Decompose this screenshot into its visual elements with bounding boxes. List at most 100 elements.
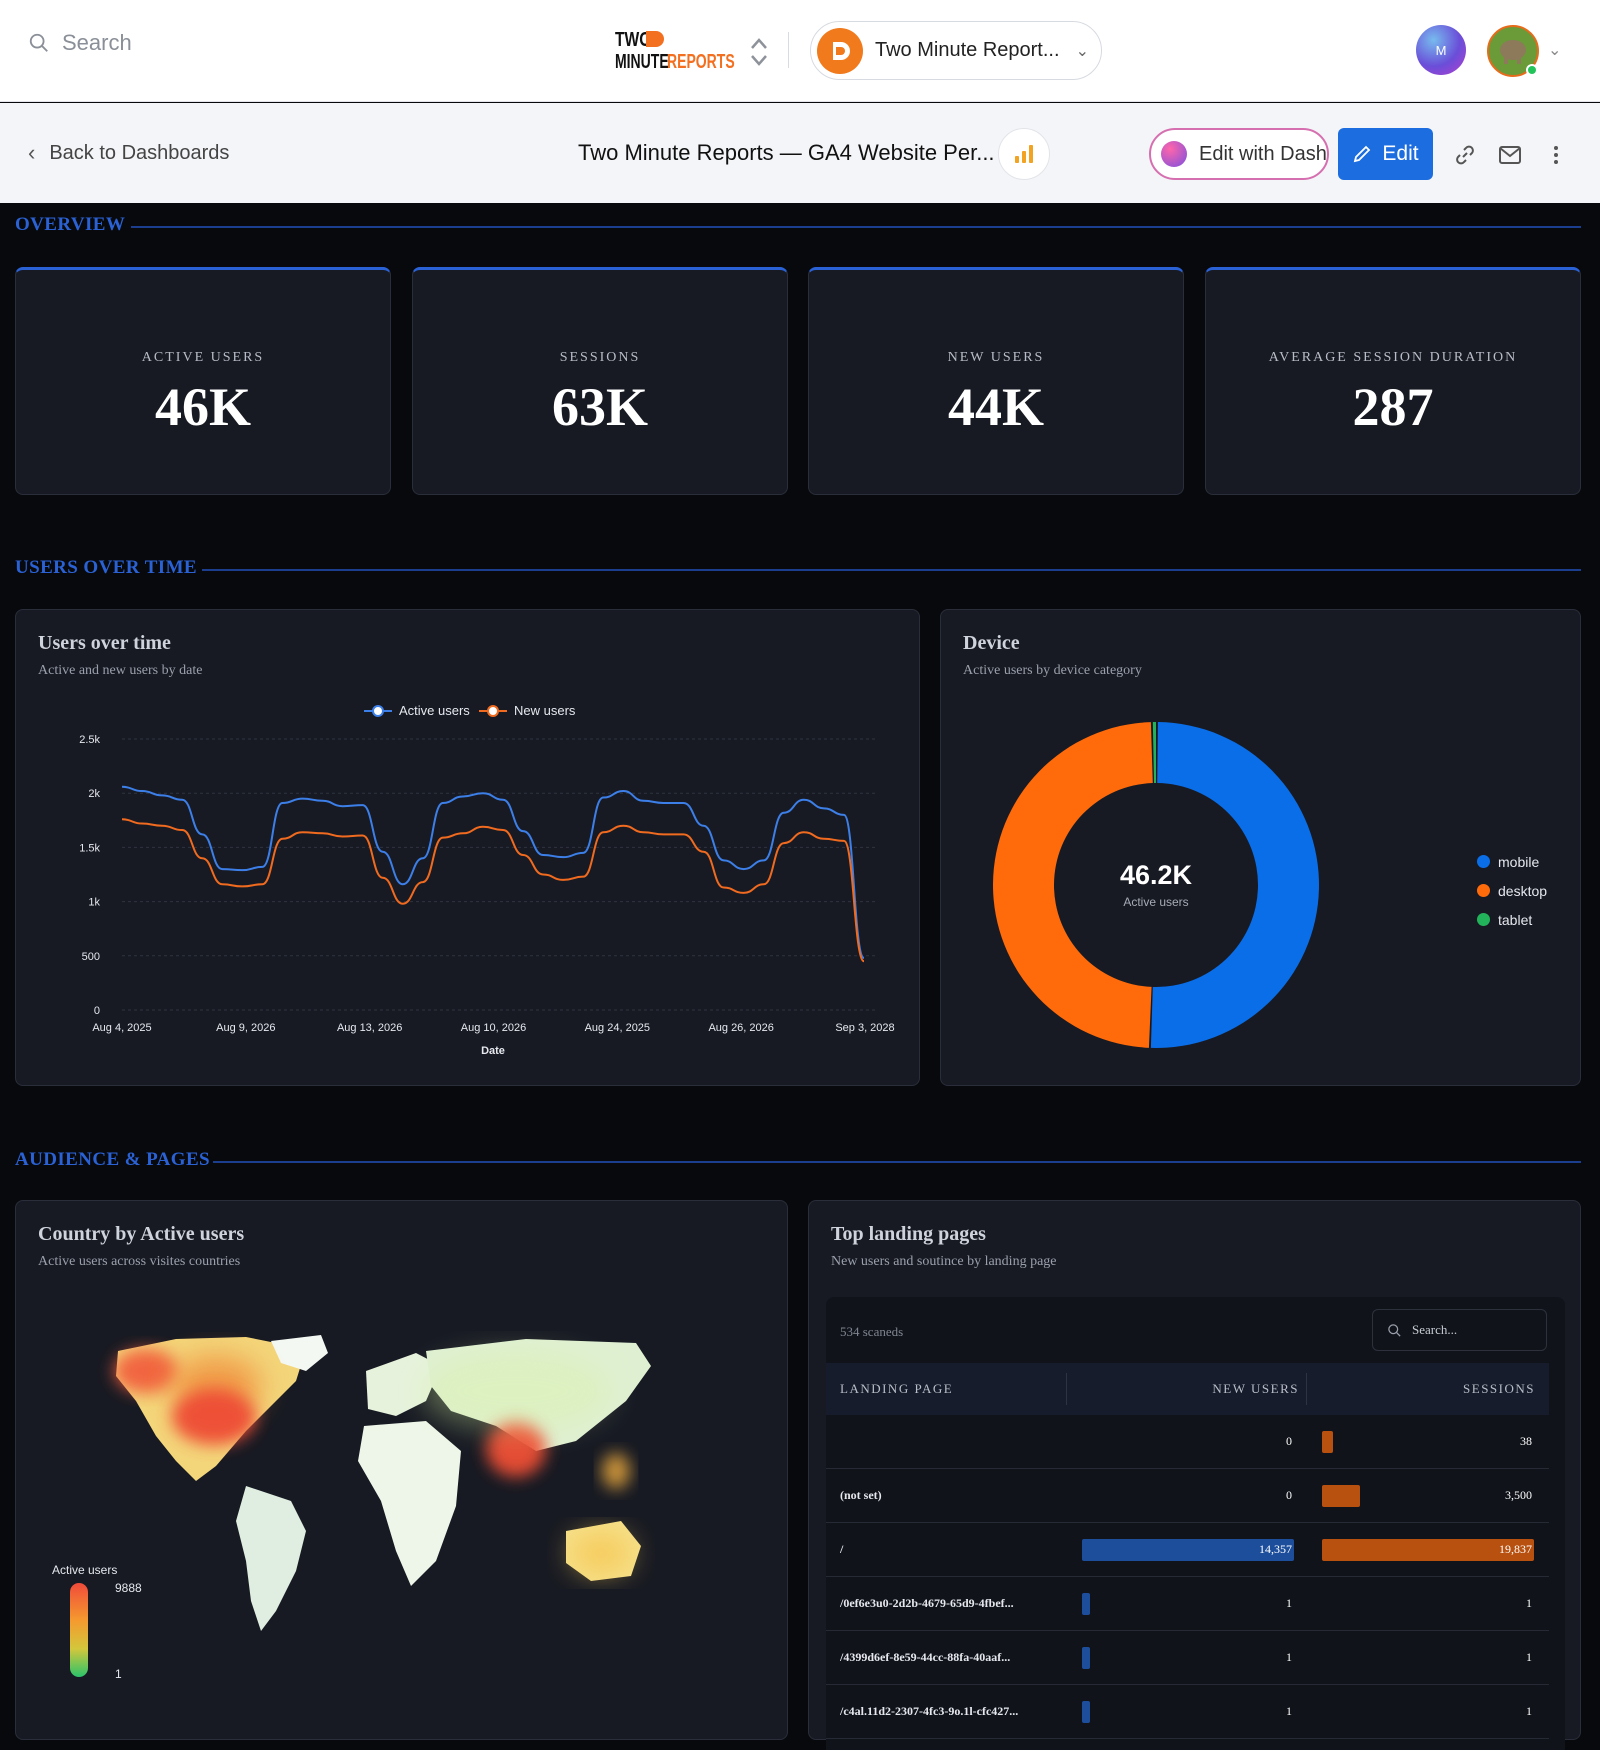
sessions-bar [1322,1539,1534,1561]
series-line-active-users [121,785,865,959]
section-divider [213,1161,1581,1163]
donut-slice-desktop [993,722,1153,1048]
y-tick-label: 1.5k [79,842,100,854]
users-line-chart: 0 500 1k 1.5k 2k 2.5k Aug 4, 2025 Aug 9, 2026 Au… [79,734,894,1057]
donut-slice-mobile [1150,722,1320,1048]
legend-item-new-users[interactable]: New users [479,703,575,718]
workspace-logo-icon [817,27,863,74]
edit-label: Edit [1382,142,1419,165]
brand-orange-mark [646,31,664,47]
y-tick-label: 2.5k [79,734,100,746]
sessions-cell: 19,837 [1499,1542,1532,1556]
chevron-down-icon[interactable]: ⌄ [1548,42,1562,59]
chart-subtitle: New users and soutince by landing page [831,1254,1057,1269]
landing-pages-table: 534 scaneds Search... LANDING PAGE NEW U… [826,1297,1565,1750]
landing-page-cell: / [840,1542,844,1556]
search-box[interactable]: Search [28,30,132,56]
link-icon[interactable] [1453,143,1477,167]
mail-icon[interactable] [1498,144,1522,166]
updown-chevron-icon[interactable] [748,34,770,70]
table-row[interactable]: /0ef6e3u0-2d2b-4679-65d9-4fbef... 1 1 [826,1577,1549,1631]
column-header-sessions[interactable]: SESSIONS [1463,1381,1535,1396]
landing-page-cell: /c4al.11d2-2307-4fc3-9o.1l-cfc427... [840,1704,1019,1718]
column-divider [1066,1373,1067,1405]
section-divider [131,226,1581,228]
new-users-cell: 1 [1286,1704,1292,1718]
legend-item-mobile[interactable]: mobile [1477,847,1547,876]
table-row[interactable]: /4399d6ef-8e59-44cc-88fa-40aaf... 1 1 [826,1631,1549,1685]
top-bar: Search TWO MINUTE REPORTS Two Minute Rep… [0,0,1600,102]
column-header-new-users[interactable]: NEW USERS [1212,1381,1299,1396]
europe-shape [366,1353,441,1416]
map-legend-title: Active users [52,1563,118,1577]
back-to-dashboards-link[interactable]: ‹ Back to Dashboards [28,140,229,166]
x-axis-label: Date [481,1045,505,1057]
table-row[interactable]: 0 38 [826,1415,1549,1469]
x-tick-label: Aug 4, 2025 [92,1022,151,1034]
legend-item-desktop[interactable]: desktop [1477,876,1547,905]
world-heatmap[interactable] [96,1331,736,1651]
new-users-bar [1082,1593,1091,1615]
africa-shape [358,1421,461,1586]
sessions-bar [1322,1431,1333,1453]
device-donut-chart [993,722,1320,1048]
edit-button[interactable]: Edit [1338,128,1433,180]
new-users-bar [1082,1701,1091,1723]
dash-assistant-icon [1161,141,1187,167]
kpi-card-new-users: NEW USERS 44K [808,267,1184,495]
pencil-icon [1354,145,1371,163]
x-tick-label: Sep 3, 2028 [835,1022,894,1034]
kpi-label: AVERAGE SESSION DURATION [1268,350,1518,365]
search-icon [1388,1323,1401,1337]
legend-label: New users [514,703,576,718]
x-tick-label: Aug 26, 2026 [708,1022,773,1034]
divider [788,32,789,68]
table-row[interactable]: / 14,357 19,837 [826,1523,1549,1577]
map-legend-max: 9888 [115,1581,142,1595]
search-placeholder: Search... [1412,1322,1458,1337]
kpi-card-active-users: ACTIVE USERS 46K [15,267,391,495]
series-line-new-users [121,818,865,963]
brand-logo[interactable]: TWO MINUTE REPORTS [613,28,735,76]
column-header-landing-page[interactable]: LANDING PAGE [840,1381,954,1396]
kpi-value: 63K [551,377,648,437]
chart-subtitle: Active users by device category [963,663,1142,678]
chart-title: Top landing pages [831,1223,986,1245]
workspace-selector[interactable]: Two Minute Report... ⌄ [810,21,1102,80]
sessions-bar [1322,1485,1361,1507]
bar-chart-icon[interactable] [998,128,1050,180]
legend-label: tablet [1498,911,1533,928]
device-card: Device Active users by device category 4… [940,609,1581,1086]
sessions-cell: 38 [1520,1434,1532,1448]
legend-item-tablet[interactable]: tablet [1477,905,1547,934]
table-row[interactable]: (not set) 0 3,500 [826,1469,1549,1523]
landing-page-cell: /4399d6ef-8e59-44cc-88fa-40aaf... [840,1650,1011,1664]
brand-two: TWO [615,29,652,51]
section-title-overview: OVERVIEW [15,214,126,235]
legend-swatch [479,704,507,717]
dashboard-title[interactable]: Two Minute Reports — GA4 Website Per... [578,140,995,165]
x-tick-label: Aug 13, 2026 [337,1022,402,1034]
chart-subtitle: Active users across visites countries [38,1254,241,1269]
chart-title: Country by Active users [38,1223,245,1245]
chart-title: Device [963,632,1020,654]
table-search-input[interactable]: Search... [1372,1309,1547,1351]
kpi-label: NEW USERS [947,350,1045,365]
table-row[interactable]: /c4al.11d2-2307-4fc3-9o.1l-cfc427... 1 1 [826,1685,1549,1739]
legend-swatch [364,704,392,717]
kpi-label: SESSIONS [559,350,641,365]
legend-swatch [1477,884,1490,897]
more-vertical-icon[interactable] [1546,143,1566,167]
back-label: Back to Dashboards [49,141,230,164]
new-users-cell: 0 [1286,1488,1292,1502]
sessions-cell: 1 [1526,1650,1532,1664]
elephant-avatar-icon [1500,40,1526,64]
section-divider [202,569,1581,571]
sessions-cell: 3,500 [1505,1488,1532,1502]
section-title-users-over-time: USERS OVER TIME [15,557,197,578]
edit-with-dash-button[interactable]: Edit with Dash [1149,128,1329,180]
avatar[interactable]: M [1416,25,1466,75]
legend-swatch [1477,913,1490,926]
legend-item-active-users[interactable]: Active users [364,703,470,718]
column-divider [1306,1373,1307,1405]
